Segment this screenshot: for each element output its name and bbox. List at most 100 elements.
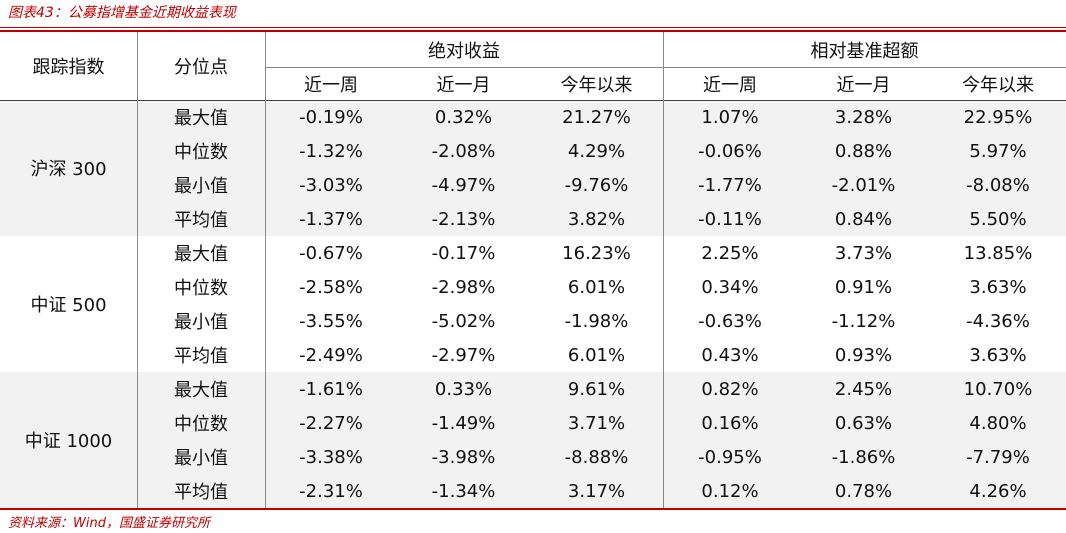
rule — [0, 508, 1066, 510]
value-cell: 0.33% — [434, 378, 493, 400]
header-group: 相对基准超额 — [810, 40, 919, 62]
group-shade — [0, 372, 1066, 508]
header-cell: 跟踪指数 — [32, 57, 105, 78]
header-period: 今年以来 — [962, 74, 1034, 96]
value-cell: -1.37% — [299, 208, 363, 230]
header-period: 近一月 — [436, 74, 491, 96]
index-name: 沪深 300 — [30, 159, 107, 180]
value-cell: -8.08% — [966, 174, 1030, 196]
rule — [265, 32, 266, 508]
header-period: 近一周 — [304, 74, 358, 96]
row-label: 最小值 — [174, 448, 228, 469]
value-cell: -3.98% — [431, 446, 496, 468]
value-cell: 0.84% — [834, 208, 893, 230]
title: 图表43：公募指增基金近期收益表现 — [8, 5, 236, 21]
value-cell: -1.86% — [831, 446, 896, 468]
value-cell: -2.01% — [831, 174, 896, 196]
row-label: 中位数 — [174, 142, 228, 163]
value-cell: 3.63% — [969, 344, 1027, 366]
value-cell: -2.97% — [431, 344, 496, 366]
rule — [0, 27, 1066, 28]
value-cell: -1.12% — [831, 310, 896, 332]
value-cell: -2.27% — [299, 412, 363, 434]
value-cell: 3.28% — [834, 106, 893, 128]
value-cell: 5.50% — [969, 208, 1027, 230]
value-cell: 2.45% — [834, 378, 893, 400]
value-cell: 0.82% — [701, 378, 759, 400]
value-cell: 4.26% — [969, 480, 1027, 502]
value-cell: -2.13% — [431, 208, 496, 230]
rule — [265, 67, 1066, 68]
header-period: 近一周 — [703, 74, 757, 96]
row-label: 平均值 — [174, 210, 228, 231]
row-label: 平均值 — [174, 482, 228, 503]
value-cell: 1.07% — [701, 106, 759, 128]
row-label: 最大值 — [174, 380, 228, 401]
value-cell: 0.16% — [701, 412, 759, 434]
row-label: 最小值 — [174, 176, 228, 197]
value-cell: -8.88% — [564, 446, 629, 468]
value-cell: -3.38% — [299, 446, 363, 468]
value-cell: 4.29% — [567, 140, 626, 162]
value-cell: 4.80% — [969, 412, 1027, 434]
index-name: 中证 500 — [30, 295, 107, 316]
value-cell: 0.34% — [701, 276, 759, 298]
value-cell: 0.78% — [834, 480, 893, 502]
value-cell: -5.02% — [431, 310, 496, 332]
value-cell: -4.36% — [966, 310, 1030, 332]
value-cell: -0.95% — [698, 446, 762, 468]
rule — [0, 30, 1066, 32]
value-cell: 0.93% — [834, 344, 893, 366]
row-label: 中位数 — [174, 278, 228, 299]
value-cell: -1.32% — [299, 140, 363, 162]
rule — [137, 32, 138, 508]
value-cell: 0.91% — [834, 276, 893, 298]
value-cell: 16.23% — [562, 242, 631, 264]
index-name: 中证 1000 — [24, 431, 113, 452]
value-cell: -1.49% — [431, 412, 496, 434]
value-cell: 22.95% — [963, 106, 1033, 128]
value-cell: -2.31% — [299, 480, 363, 502]
header-cell: 分位点 — [174, 57, 228, 78]
value-cell: -0.17% — [431, 242, 496, 264]
value-cell: 6.01% — [567, 276, 626, 298]
value-cell: -4.97% — [431, 174, 496, 196]
row-label: 最小值 — [174, 312, 228, 333]
value-cell: -0.67% — [299, 242, 363, 264]
value-cell: -3.55% — [299, 310, 363, 332]
value-cell: 9.61% — [567, 378, 626, 400]
value-cell: 0.12% — [701, 480, 759, 502]
header-period: 近一月 — [836, 74, 891, 96]
value-cell: 3.63% — [969, 276, 1027, 298]
value-cell: -0.63% — [698, 310, 762, 332]
value-cell: -2.08% — [431, 140, 496, 162]
value-cell: 3.82% — [567, 208, 626, 230]
value-cell: 6.01% — [567, 344, 626, 366]
header-group: 绝对收益 — [428, 40, 500, 62]
value-cell: 2.25% — [701, 242, 759, 264]
value-cell: -0.11% — [698, 208, 762, 230]
value-cell: -2.49% — [299, 344, 363, 366]
value-cell: 0.43% — [701, 344, 759, 366]
row-label: 最大值 — [174, 108, 228, 129]
source: 资料来源：Wind，国盛证券研究所 — [8, 516, 210, 531]
value-cell: -3.03% — [299, 174, 363, 196]
value-cell: -1.77% — [698, 174, 762, 196]
value-cell: -0.06% — [698, 140, 762, 162]
value-cell: 10.70% — [963, 378, 1033, 400]
row-label: 中位数 — [174, 414, 228, 435]
group-shade — [0, 100, 1066, 236]
value-cell: -1.61% — [299, 378, 363, 400]
value-cell: -9.76% — [564, 174, 629, 196]
value-cell: -0.19% — [299, 106, 363, 128]
value-cell: 0.32% — [434, 106, 493, 128]
value-cell: 3.71% — [567, 412, 626, 434]
value-cell: -2.58% — [299, 276, 363, 298]
rule — [0, 100, 1066, 101]
row-label: 平均值 — [174, 346, 228, 367]
value-cell: 21.27% — [562, 106, 631, 128]
value-cell: -1.98% — [564, 310, 629, 332]
value-cell: -7.79% — [966, 446, 1030, 468]
value-cell: 13.85% — [963, 242, 1033, 264]
